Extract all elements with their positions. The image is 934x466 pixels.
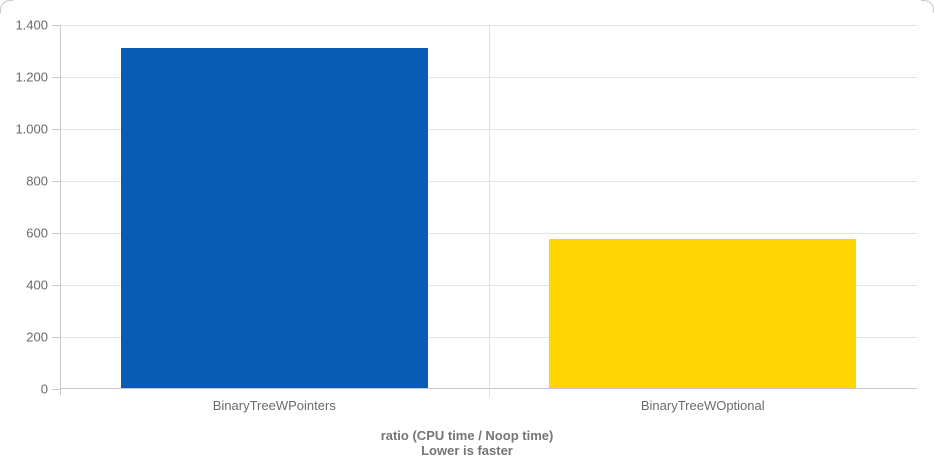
plot-area: 0 200 400 600 800 1.000 1.200 1.400 bbox=[15, 18, 917, 397]
bar-BinaryTreeWOptional[interactable] bbox=[549, 238, 857, 389]
x-axis-labels: BinaryTreeWPointers BinaryTreeWOptional bbox=[60, 398, 917, 414]
y-axis-line bbox=[60, 25, 61, 395]
category-divider bbox=[488, 25, 490, 397]
card-corner-top-right bbox=[921, 0, 934, 13]
y-tick bbox=[52, 389, 60, 390]
chart-title: ratio (CPU time / Noop time) bbox=[380, 428, 554, 443]
y-tick bbox=[52, 285, 60, 286]
y-tick bbox=[52, 181, 60, 182]
category-label: BinaryTreeWPointers bbox=[212, 398, 336, 413]
y-tick bbox=[52, 337, 60, 338]
y-tick-label: 1.200 bbox=[15, 69, 48, 85]
chart-subtitle: Lower is faster bbox=[421, 443, 513, 458]
y-tick-label: 600 bbox=[26, 225, 48, 241]
y-tick bbox=[52, 233, 60, 234]
y-tick-label: 200 bbox=[26, 329, 48, 345]
x-axis-title: ratio (CPU time / Noop time) Lower is fa… bbox=[0, 428, 934, 458]
y-tick bbox=[52, 129, 60, 130]
y-tick-label: 400 bbox=[26, 277, 48, 293]
y-tick bbox=[52, 25, 60, 26]
y-tick bbox=[52, 77, 60, 78]
category-label: BinaryTreeWOptional bbox=[640, 398, 765, 413]
card-corner-top-left bbox=[0, 0, 13, 13]
y-tick-label: 1.000 bbox=[15, 121, 48, 137]
y-tick-label: 0 bbox=[40, 381, 48, 397]
x-axis-line bbox=[60, 388, 917, 389]
y-tick-label: 1.400 bbox=[15, 17, 48, 33]
bar-BinaryTreeWPointers[interactable] bbox=[120, 48, 428, 389]
y-tick-label: 800 bbox=[26, 173, 48, 189]
